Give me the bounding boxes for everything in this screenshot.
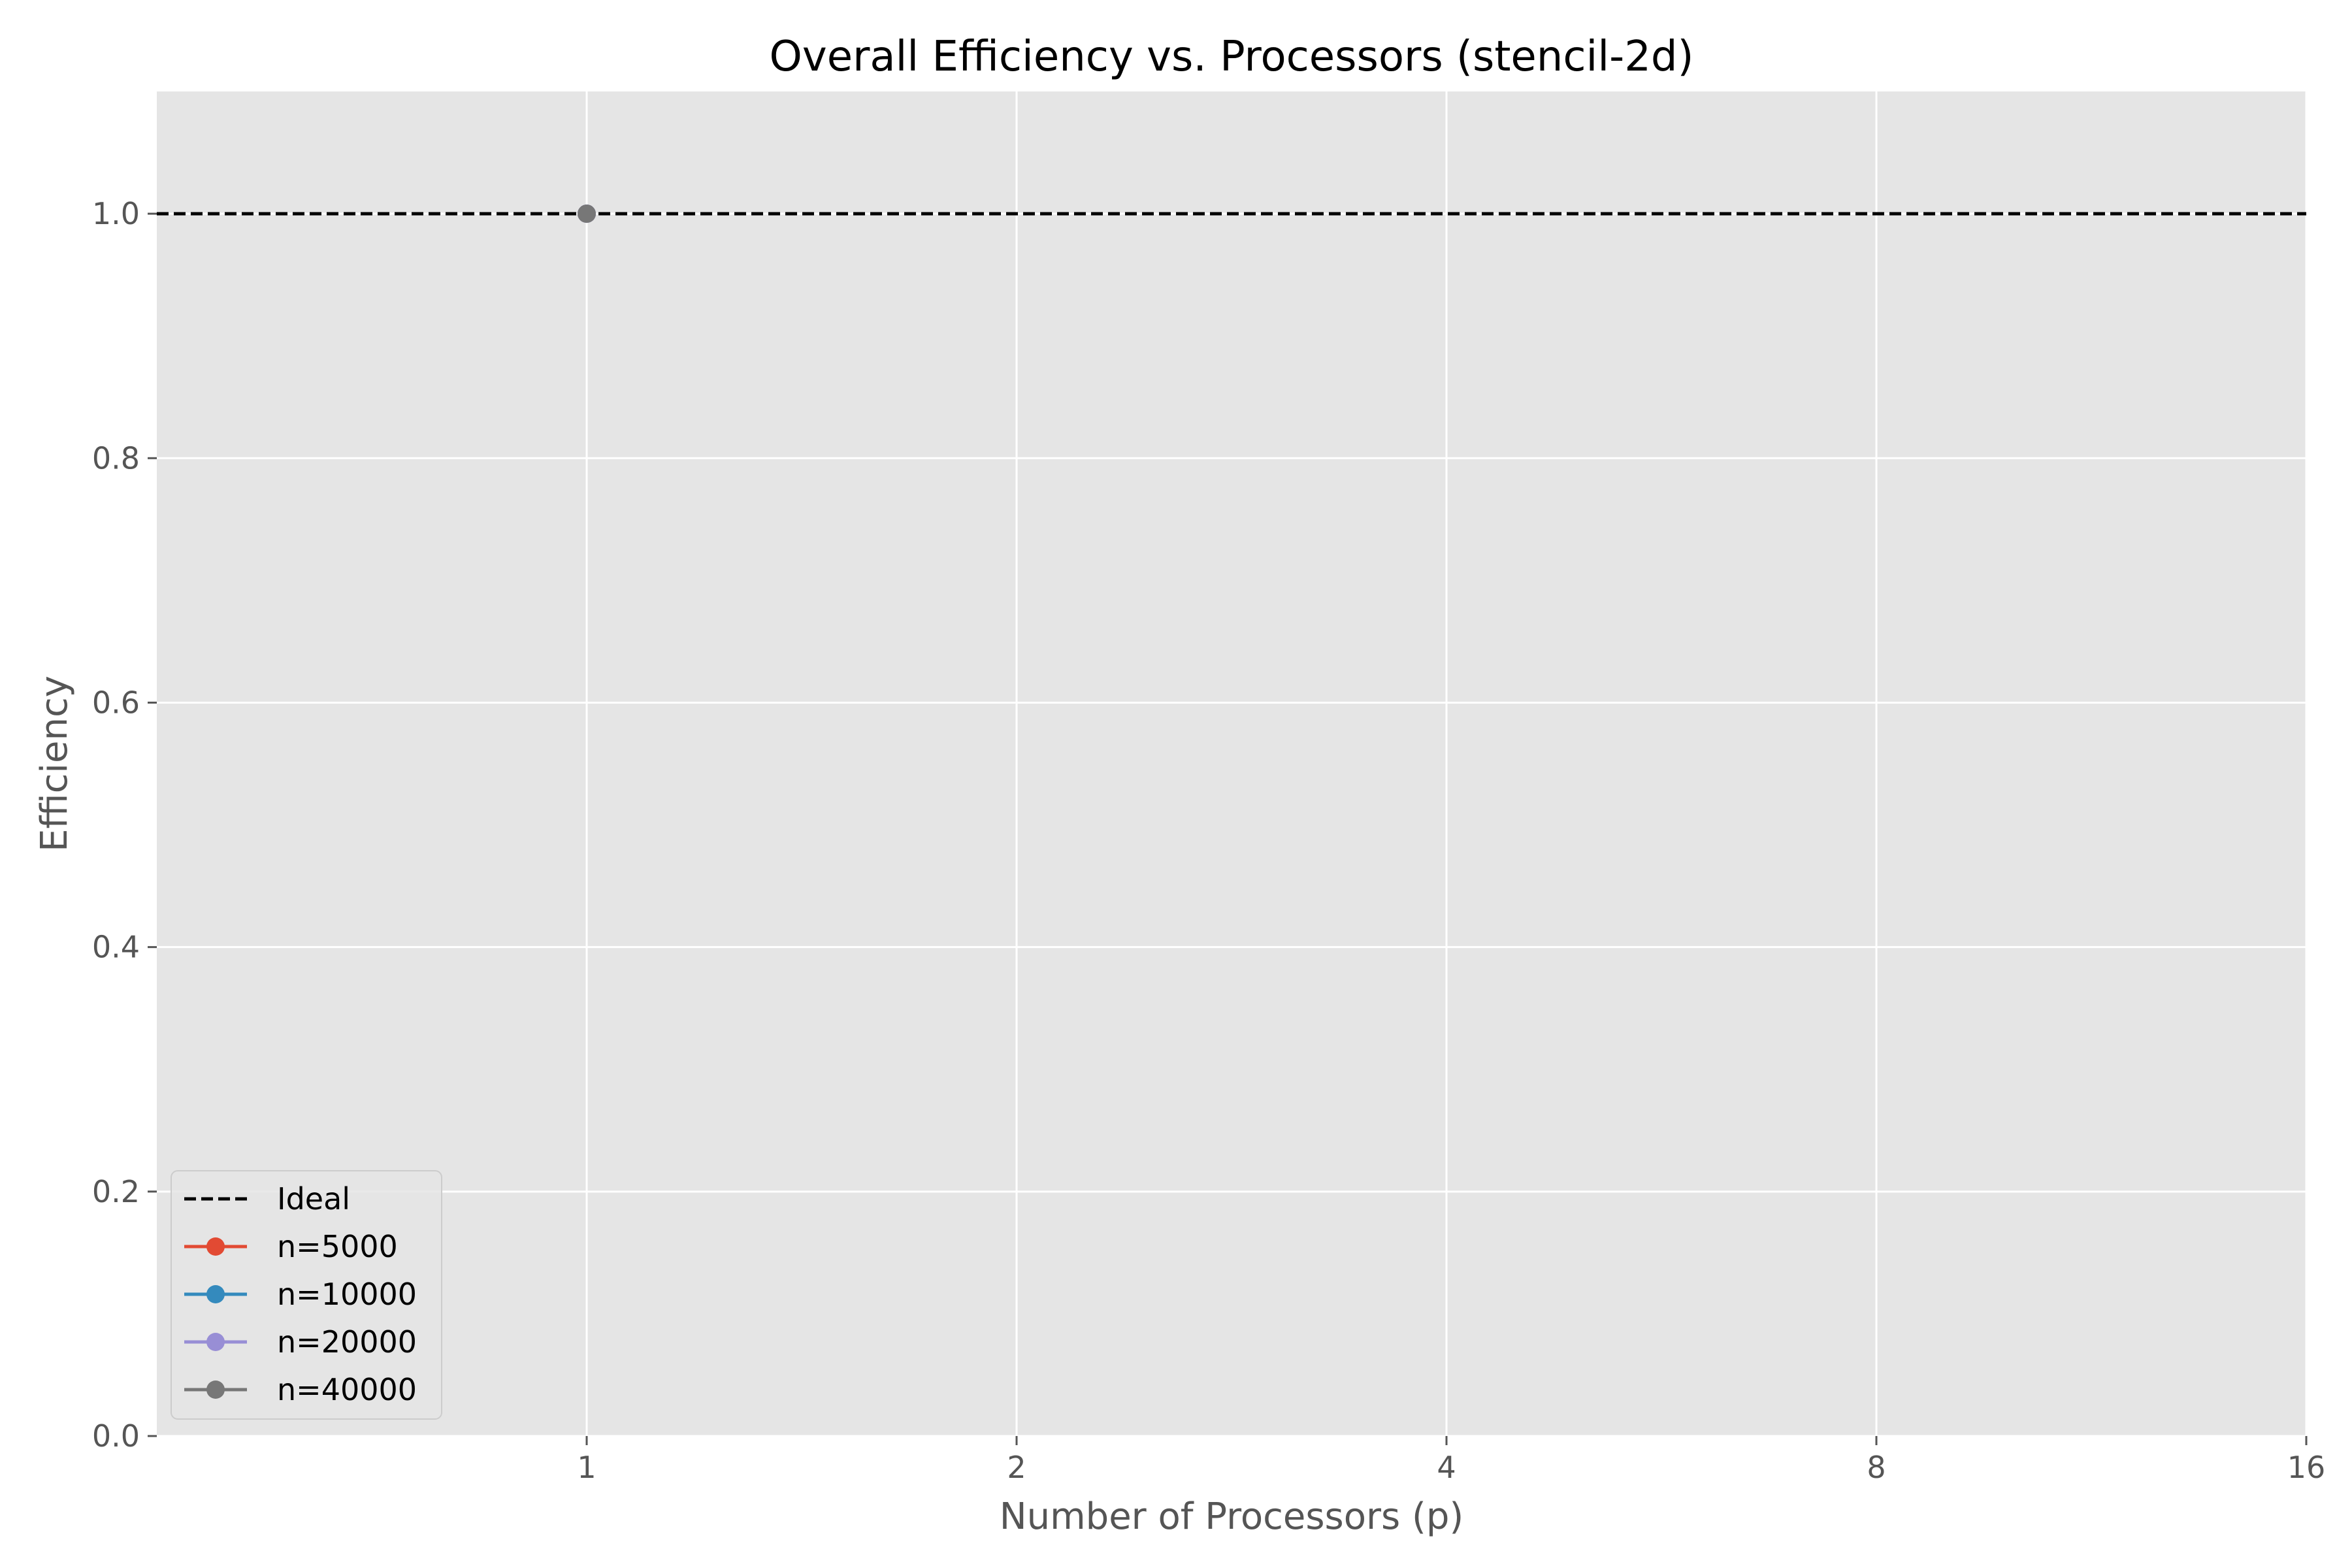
y-tick-label: 1.0 — [92, 196, 140, 231]
legend: Ideal n=5000 n=10000 n=20000 n=40000 — [171, 1170, 442, 1420]
y-tick-label: 0.4 — [92, 930, 140, 965]
x-tick-label: 16 — [2287, 1450, 2326, 1485]
y-tick-label: 0.2 — [92, 1174, 140, 1209]
y-axis-label: Efficiency — [33, 676, 76, 852]
x-tick-label: 1 — [577, 1450, 596, 1485]
legend-label: n=10000 — [277, 1277, 417, 1312]
y-tick-label: 0.0 — [92, 1418, 140, 1454]
x-tick-label: 4 — [1437, 1450, 1456, 1485]
legend-box — [171, 1170, 442, 1420]
legend-label: Ideal — [277, 1181, 350, 1217]
x-axis-label: Number of Processors (p) — [1000, 1495, 1463, 1538]
axis-ticks: 1 2 4 8 16 0.0 0.2 0.4 0.6 0.8 1.0 — [92, 196, 2325, 1485]
legend-label: n=5000 — [277, 1229, 398, 1264]
legend-marker — [206, 1237, 225, 1256]
legend-marker — [206, 1380, 225, 1399]
legend-label: n=40000 — [277, 1372, 417, 1407]
legend-marker — [206, 1285, 225, 1303]
x-tick-label: 2 — [1007, 1450, 1026, 1485]
legend-label: n=20000 — [277, 1324, 417, 1360]
y-tick-label: 0.8 — [92, 440, 140, 476]
y-tick-label: 0.6 — [92, 685, 140, 720]
plot-area — [157, 91, 2306, 1436]
legend-marker — [206, 1333, 225, 1351]
chart-title: Overall Efficiency vs. Processors (stenc… — [769, 33, 1693, 81]
x-tick-label: 8 — [1867, 1450, 1886, 1485]
data-point — [578, 204, 596, 223]
series-layer — [157, 204, 2306, 223]
